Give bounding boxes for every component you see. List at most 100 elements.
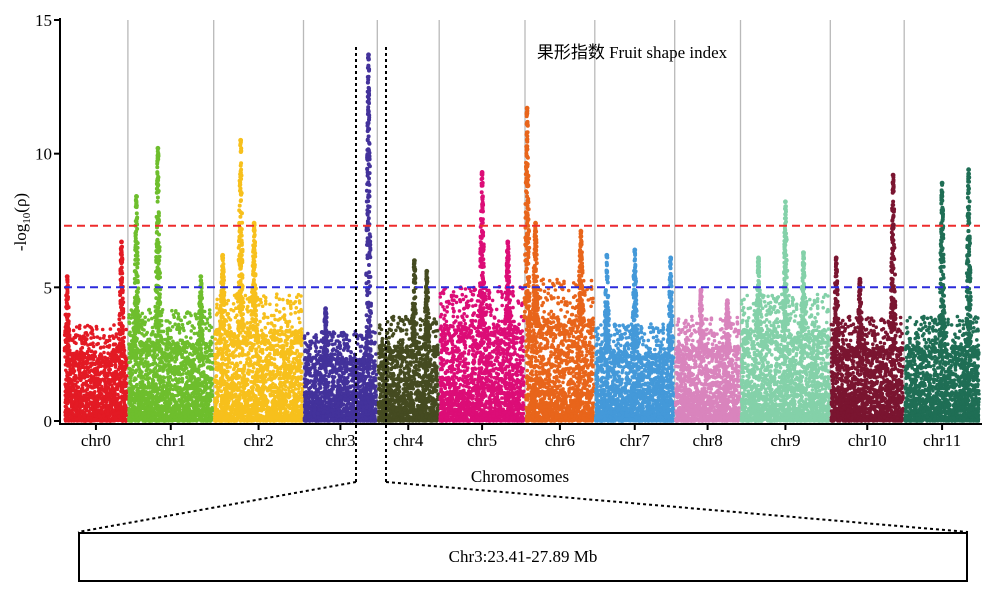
snp-point bbox=[175, 404, 180, 409]
snp-point bbox=[134, 211, 139, 216]
snp-point bbox=[99, 396, 104, 400]
snp-point bbox=[118, 268, 123, 273]
snp-point bbox=[231, 302, 236, 306]
snp-point bbox=[75, 333, 80, 338]
snp-point bbox=[64, 398, 69, 403]
snp-point bbox=[153, 288, 158, 293]
snp-point bbox=[100, 401, 105, 405]
snp-point bbox=[93, 362, 97, 367]
snp-point bbox=[119, 323, 124, 328]
snp-point bbox=[139, 376, 143, 380]
snp-point bbox=[161, 414, 166, 418]
snp-point bbox=[105, 384, 109, 389]
snp-point bbox=[165, 408, 170, 413]
snp-point bbox=[183, 384, 188, 388]
snp-point bbox=[208, 315, 212, 319]
snp-point bbox=[199, 289, 204, 294]
snp-point bbox=[178, 385, 182, 390]
snp-point bbox=[264, 347, 269, 352]
snp-point bbox=[133, 303, 138, 308]
snp-point bbox=[135, 382, 139, 387]
snp-point bbox=[173, 367, 177, 372]
snp-point bbox=[192, 376, 196, 380]
snp-point bbox=[134, 306, 139, 311]
snp-point bbox=[162, 364, 166, 368]
snp-point bbox=[103, 377, 107, 381]
snp-point bbox=[109, 393, 113, 397]
snp-point bbox=[85, 361, 90, 366]
snp-point bbox=[112, 397, 117, 401]
snp-point bbox=[177, 377, 182, 381]
snp-point bbox=[151, 343, 155, 347]
snp-point bbox=[121, 380, 125, 385]
snp-point bbox=[139, 348, 143, 353]
snp-point bbox=[82, 413, 86, 418]
snp-point bbox=[91, 385, 96, 390]
snp-point bbox=[209, 325, 214, 330]
snp-point bbox=[167, 397, 171, 402]
snp-point bbox=[129, 376, 133, 380]
snp-point bbox=[100, 370, 104, 375]
snp-point bbox=[157, 232, 161, 237]
snp-point bbox=[83, 325, 87, 329]
snp-point bbox=[259, 328, 264, 333]
snp-point bbox=[198, 404, 203, 408]
snp-point bbox=[180, 341, 185, 346]
snp-point bbox=[176, 316, 180, 321]
snp-point bbox=[72, 407, 77, 412]
snp-point bbox=[92, 375, 96, 380]
snp-point bbox=[142, 344, 146, 349]
snp-point bbox=[191, 412, 195, 416]
snp-point bbox=[71, 328, 76, 333]
snp-point bbox=[120, 394, 124, 399]
snp-point bbox=[156, 250, 160, 255]
snp-point bbox=[108, 390, 113, 394]
snp-point bbox=[172, 384, 177, 389]
snp-point bbox=[86, 343, 90, 347]
snp-point bbox=[124, 391, 129, 395]
snp-point bbox=[134, 250, 139, 255]
snp-point bbox=[136, 417, 141, 422]
snp-point bbox=[113, 363, 118, 368]
snp-point bbox=[150, 325, 155, 330]
snp-point bbox=[157, 367, 162, 372]
snp-point bbox=[114, 354, 119, 358]
snp-point bbox=[166, 368, 170, 372]
snp-point bbox=[183, 344, 187, 349]
snp-point bbox=[97, 414, 101, 418]
snp-point bbox=[165, 356, 170, 361]
snp-point bbox=[183, 315, 187, 319]
snp-point bbox=[112, 342, 116, 347]
snp-point bbox=[191, 415, 196, 420]
snp-point bbox=[151, 349, 155, 353]
snp-point bbox=[114, 332, 119, 336]
snp-point bbox=[121, 346, 126, 351]
snp-point bbox=[287, 403, 292, 407]
snp-point bbox=[207, 358, 211, 363]
snp-point bbox=[96, 418, 100, 423]
peak-point bbox=[64, 274, 70, 279]
snp-point bbox=[134, 219, 139, 224]
snp-point bbox=[69, 403, 74, 407]
snp-point bbox=[157, 343, 162, 348]
snp-point bbox=[113, 390, 117, 395]
snp-point bbox=[120, 244, 124, 249]
snp-point bbox=[155, 363, 159, 367]
snp-point bbox=[155, 311, 160, 316]
snp-point bbox=[158, 381, 163, 385]
snp-point bbox=[154, 296, 159, 301]
snp-point bbox=[97, 389, 102, 394]
snp-point bbox=[154, 412, 158, 416]
snp-point bbox=[184, 311, 189, 316]
snp-point bbox=[205, 402, 209, 407]
snp-point bbox=[298, 320, 302, 325]
snp-point bbox=[204, 381, 208, 385]
snp-point bbox=[146, 318, 151, 322]
snp-point bbox=[137, 323, 141, 328]
snp-point bbox=[155, 199, 160, 204]
snp-point bbox=[159, 355, 163, 360]
snp-points bbox=[62, 52, 981, 423]
snp-point bbox=[85, 323, 90, 328]
peak-point bbox=[198, 274, 204, 279]
snp-point bbox=[161, 352, 166, 356]
